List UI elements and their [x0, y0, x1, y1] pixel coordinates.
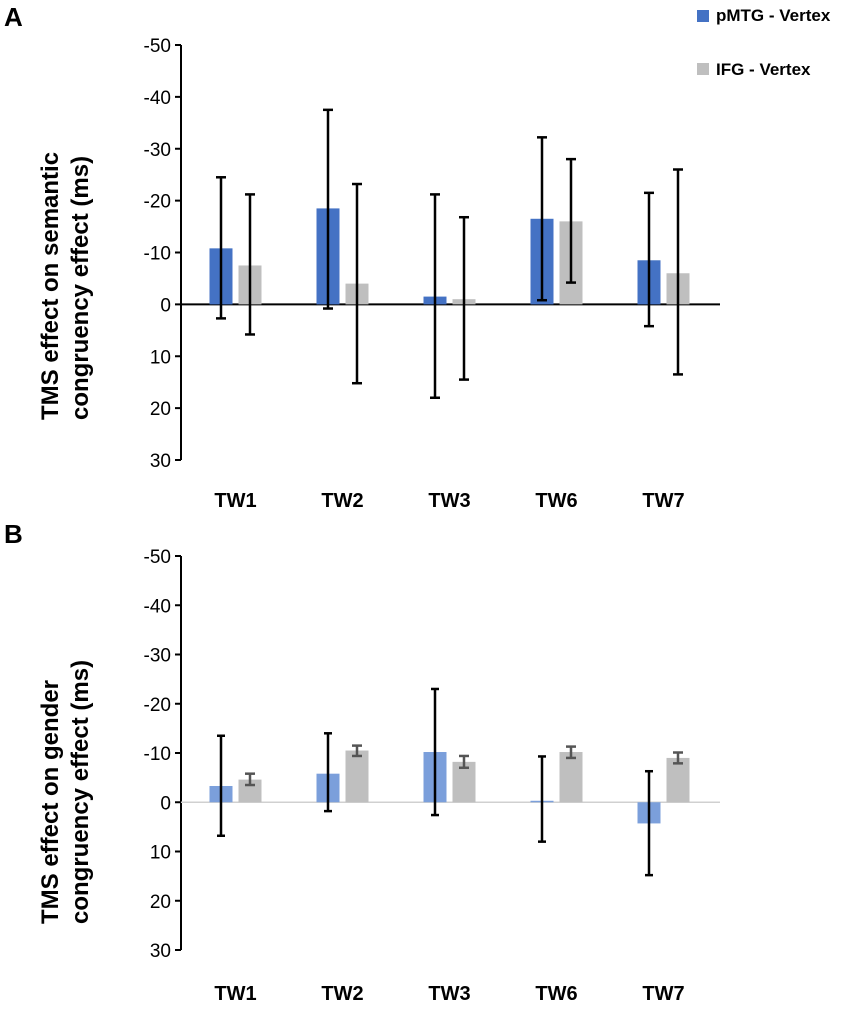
- y-tick-label-a: -50: [144, 36, 171, 57]
- legend-swatch-ifg: [697, 63, 709, 75]
- y-tick-label-a: 10: [150, 347, 171, 368]
- error-bar-a-tw1-pmtg: [216, 176, 226, 320]
- legend: pMTG - Vertex IFG - Vertex: [697, 6, 831, 79]
- tick-labels-a: -50 -40 -30 -20 -10 0 10 20 30: [144, 36, 171, 472]
- error-bar-a-tw7-ifg: [673, 168, 683, 376]
- error-bar-a-tw3-pmtg: [430, 193, 440, 399]
- panel-a: A TMS effect on semantic congruency effe…: [4, 2, 720, 512]
- category-label-a-tw3: TW3: [428, 490, 470, 512]
- y-tick-label-b: -50: [144, 547, 171, 568]
- y-axis-label-a-line1: TMS effect on semantic: [37, 152, 64, 420]
- axes-b: [175, 555, 720, 951]
- y-tick-label-b: 0: [160, 793, 171, 814]
- category-label-a-tw2: TW2: [321, 490, 363, 512]
- error-bar-b-tw6-ifg: [566, 745, 576, 760]
- panel-letter-b: B: [4, 519, 23, 549]
- category-label-b-tw7: TW7: [642, 983, 684, 1005]
- error-bar-b-tw1-pmtg: [217, 734, 225, 837]
- y-tick-label-b: -30: [144, 646, 171, 667]
- bars-b: [209, 750, 690, 824]
- y-tick-label-b: -10: [144, 744, 171, 765]
- y-tick-label-b: 10: [150, 843, 171, 864]
- legend-label-pmtg: pMTG - Vertex: [716, 6, 831, 25]
- category-label-b-tw3: TW3: [428, 983, 470, 1005]
- axes-a: [175, 44, 720, 461]
- bars-a: [209, 208, 690, 305]
- error-bar-a-tw1-ifg: [245, 193, 255, 336]
- panel-letter-a: A: [4, 2, 23, 32]
- error-bar-b-tw3-pmtg: [431, 687, 439, 817]
- error-bars-a: [216, 108, 683, 399]
- category-label-b-tw2: TW2: [321, 983, 363, 1005]
- bar-b-tw1-ifg: [238, 779, 262, 803]
- y-tick-label-a: 0: [160, 295, 171, 316]
- y-tick-label-a: -10: [144, 244, 171, 265]
- bar-b-tw6-ifg: [559, 752, 583, 803]
- y-tick-label-b: -40: [144, 596, 171, 617]
- error-bar-a-tw2-pmtg: [323, 108, 333, 310]
- y-axis-label-b-line2: congruency effect (ms): [67, 660, 94, 924]
- error-bar-a-tw3-ifg: [459, 215, 469, 381]
- error-bar-b-tw3-ifg: [459, 754, 469, 770]
- y-tick-label-a: -40: [144, 88, 171, 109]
- error-bar-b-tw2-ifg: [352, 744, 362, 758]
- category-label-b-tw6: TW6: [535, 983, 577, 1005]
- error-bars-b: [217, 687, 683, 877]
- error-bar-b-tw1-ifg: [245, 772, 255, 787]
- y-tick-label-a: 20: [150, 399, 171, 420]
- y-tick-label-b: -20: [144, 695, 171, 716]
- bar-b-tw3-ifg: [452, 761, 476, 803]
- category-label-b-tw1: TW1: [214, 983, 256, 1005]
- tick-labels-b: -50 -40 -30 -20 -10 0 10 20 30: [144, 547, 171, 962]
- category-label-a-tw1: TW1: [214, 490, 256, 512]
- bar-b-tw2-ifg: [345, 750, 369, 803]
- error-bar-a-tw2-ifg: [352, 182, 362, 385]
- error-bar-b-tw7-pmtg: [645, 769, 653, 877]
- y-axis-label-b-line1: TMS effect on gender: [37, 680, 64, 924]
- bar-b-tw7-ifg: [666, 757, 690, 803]
- error-bar-a-tw7-pmtg: [644, 191, 654, 328]
- error-bar-a-tw6-pmtg: [537, 136, 547, 302]
- category-labels-b: TW1 TW2 TW3 TW6 TW7: [214, 983, 684, 1005]
- y-tick-label-a: -20: [144, 192, 171, 213]
- error-bar-b-tw6-pmtg: [538, 755, 546, 843]
- y-tick-label-a: 30: [150, 451, 171, 472]
- category-label-a-tw7: TW7: [642, 490, 684, 512]
- y-axis-label-a-line2: congruency effect (ms): [67, 156, 94, 420]
- error-bar-b-tw2-pmtg: [324, 732, 332, 813]
- panel-b: B TMS effect on gender congruency effect…: [4, 519, 720, 1005]
- category-label-a-tw6: TW6: [535, 490, 577, 512]
- legend-swatch-pmtg: [697, 10, 709, 22]
- category-labels-a: TW1 TW2 TW3 TW6 TW7: [214, 490, 684, 512]
- y-tick-label-b: 20: [150, 892, 171, 913]
- y-tick-label-a: -30: [144, 140, 171, 161]
- y-tick-label-b: 30: [150, 941, 171, 962]
- error-bar-b-tw7-ifg: [673, 751, 683, 765]
- legend-label-ifg: IFG - Vertex: [716, 60, 811, 79]
- error-bar-a-tw6-ifg: [566, 157, 576, 284]
